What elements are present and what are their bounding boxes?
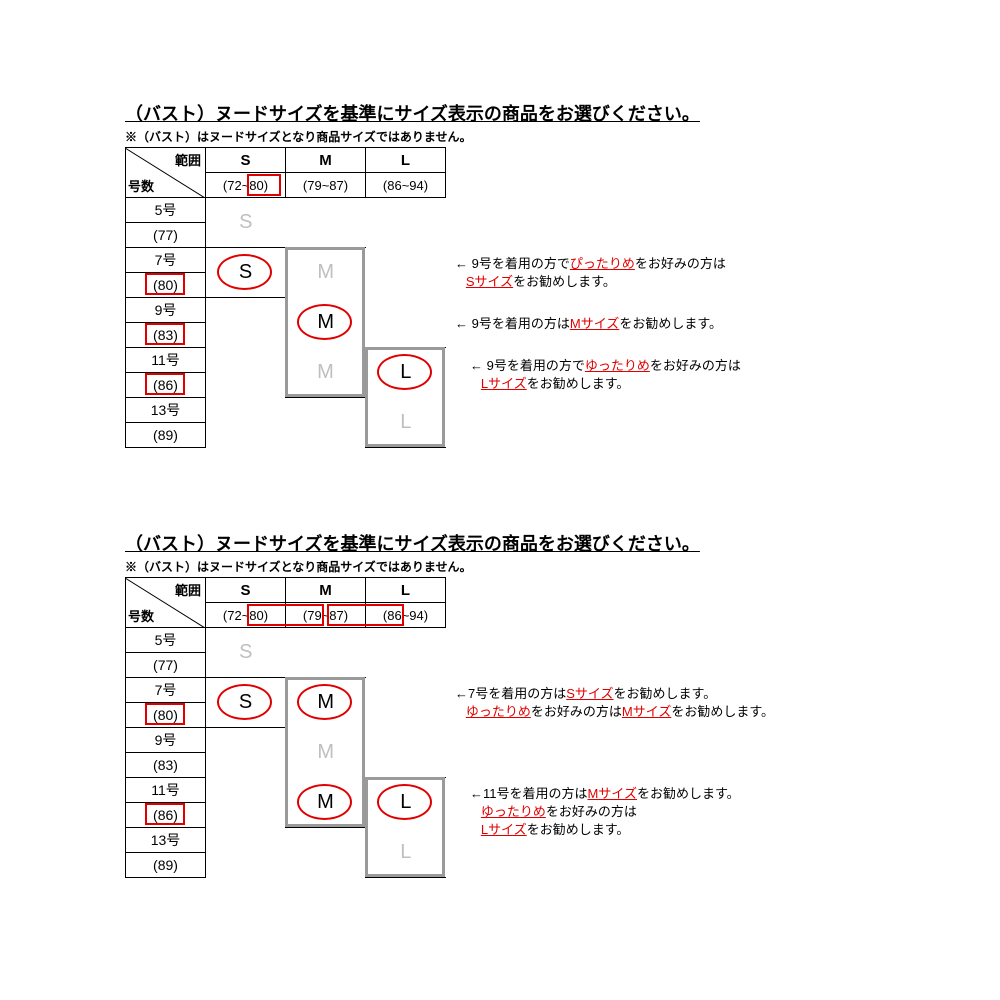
section-1: （バスト）ヌードサイズを基準にサイズ表示の商品をお選びください。 ※（バスト）は… (125, 100, 885, 448)
section1-title: （バスト）ヌードサイズを基準にサイズ表示の商品をお選びください。 (125, 100, 885, 126)
row-label: 9号 (126, 298, 206, 323)
row-label: 5号 (126, 198, 206, 223)
col-m: M (286, 148, 366, 173)
size-table-1: 範囲 号数 S M L (72~80) (79~87) (86~94) 5号 S… (125, 147, 446, 448)
row-val: (83) (126, 753, 206, 778)
cell-s-7: S (206, 248, 286, 298)
row-label: 11号 (126, 348, 206, 373)
range-m-2: (79~87) (286, 603, 366, 628)
row-label: 9号 (126, 728, 206, 753)
cell-s-5: S (206, 198, 286, 248)
row-val: (86) (126, 803, 206, 828)
section1-subtitle: ※（バスト）はヌードサイズとなり商品サイズではありません。 (125, 128, 885, 145)
row-val: (89) (126, 853, 206, 878)
note-2-1: ←7号を着用の方はSサイズをお勧めします。 ゆったりめをお好みの方はMサイズをお… (455, 685, 774, 721)
row-label: 13号 (126, 828, 206, 853)
section2-grid: 範囲 号数 S M L (72~80) (79~87) (86~94) 5号 S… (125, 577, 885, 878)
section2-title: （バスト）ヌードサイズを基準にサイズ表示の商品をお選びください。 (125, 530, 885, 556)
col-m-2: M (286, 578, 366, 603)
cell-m-11: M (286, 348, 366, 398)
section-2: （バスト）ヌードサイズを基準にサイズ表示の商品をお選びください。 ※（バスト）は… (125, 530, 885, 878)
row-val: (77) (126, 223, 206, 248)
cell-l-13: L (366, 398, 446, 448)
range-l: (86~94) (366, 173, 446, 198)
cell-m-7b: M (286, 678, 366, 728)
size-table-2: 範囲 号数 S M L (72~80) (79~87) (86~94) 5号 S… (125, 577, 446, 878)
note-1-2: ← 9号を着用の方はMサイズをお勧めします。 (455, 315, 722, 333)
range-s: (72~80) (206, 173, 286, 198)
section1-grid: 範囲 号数 S M L (72~80) (79~87) (86~94) 5号 S… (125, 147, 885, 448)
col-l: L (366, 148, 446, 173)
row-label: 7号 (126, 248, 206, 273)
col-s: S (206, 148, 286, 173)
row-label: 5号 (126, 628, 206, 653)
cell-m-9b: M (286, 728, 366, 778)
cell-m-11b: M (286, 778, 366, 828)
row-val: (83) (126, 323, 206, 348)
row-label: 13号 (126, 398, 206, 423)
cell-s-7b: S (206, 678, 286, 728)
row-val: (80) (126, 273, 206, 298)
row-label: 7号 (126, 678, 206, 703)
note-2-2: ←11号を着用の方はMサイズをお勧めします。 ゆったりめをお好みの方は Lサイズ… (470, 785, 740, 840)
row-val: (86) (126, 373, 206, 398)
cell-s-5b: S (206, 628, 286, 678)
row-val: (77) (126, 653, 206, 678)
cell-m-9: M (286, 298, 366, 348)
col-s-2: S (206, 578, 286, 603)
diag-header-1: 範囲 号数 (126, 148, 206, 198)
note-1-3: ← 9号を着用の方でゆったりめをお好みの方は Lサイズをお勧めします。 (470, 357, 741, 393)
cell-m-7: M (286, 248, 366, 298)
cell-l-11: L (366, 348, 446, 398)
col-l-2: L (366, 578, 446, 603)
range-l-2: (86~94) (366, 603, 446, 628)
cell-l-13b: L (366, 828, 446, 878)
row-label: 11号 (126, 778, 206, 803)
cell-l-11b: L (366, 778, 446, 828)
row-val: (89) (126, 423, 206, 448)
section2-subtitle: ※（バスト）はヌードサイズとなり商品サイズではありません。 (125, 558, 885, 575)
range-m: (79~87) (286, 173, 366, 198)
row-val: (80) (126, 703, 206, 728)
range-s-2: (72~80) (206, 603, 286, 628)
note-1-1: ← 9号を着用の方でぴったりめをお好みの方は Sサイズをお勧めします。 (455, 255, 726, 291)
diag-header-2: 範囲 号数 (126, 578, 206, 628)
